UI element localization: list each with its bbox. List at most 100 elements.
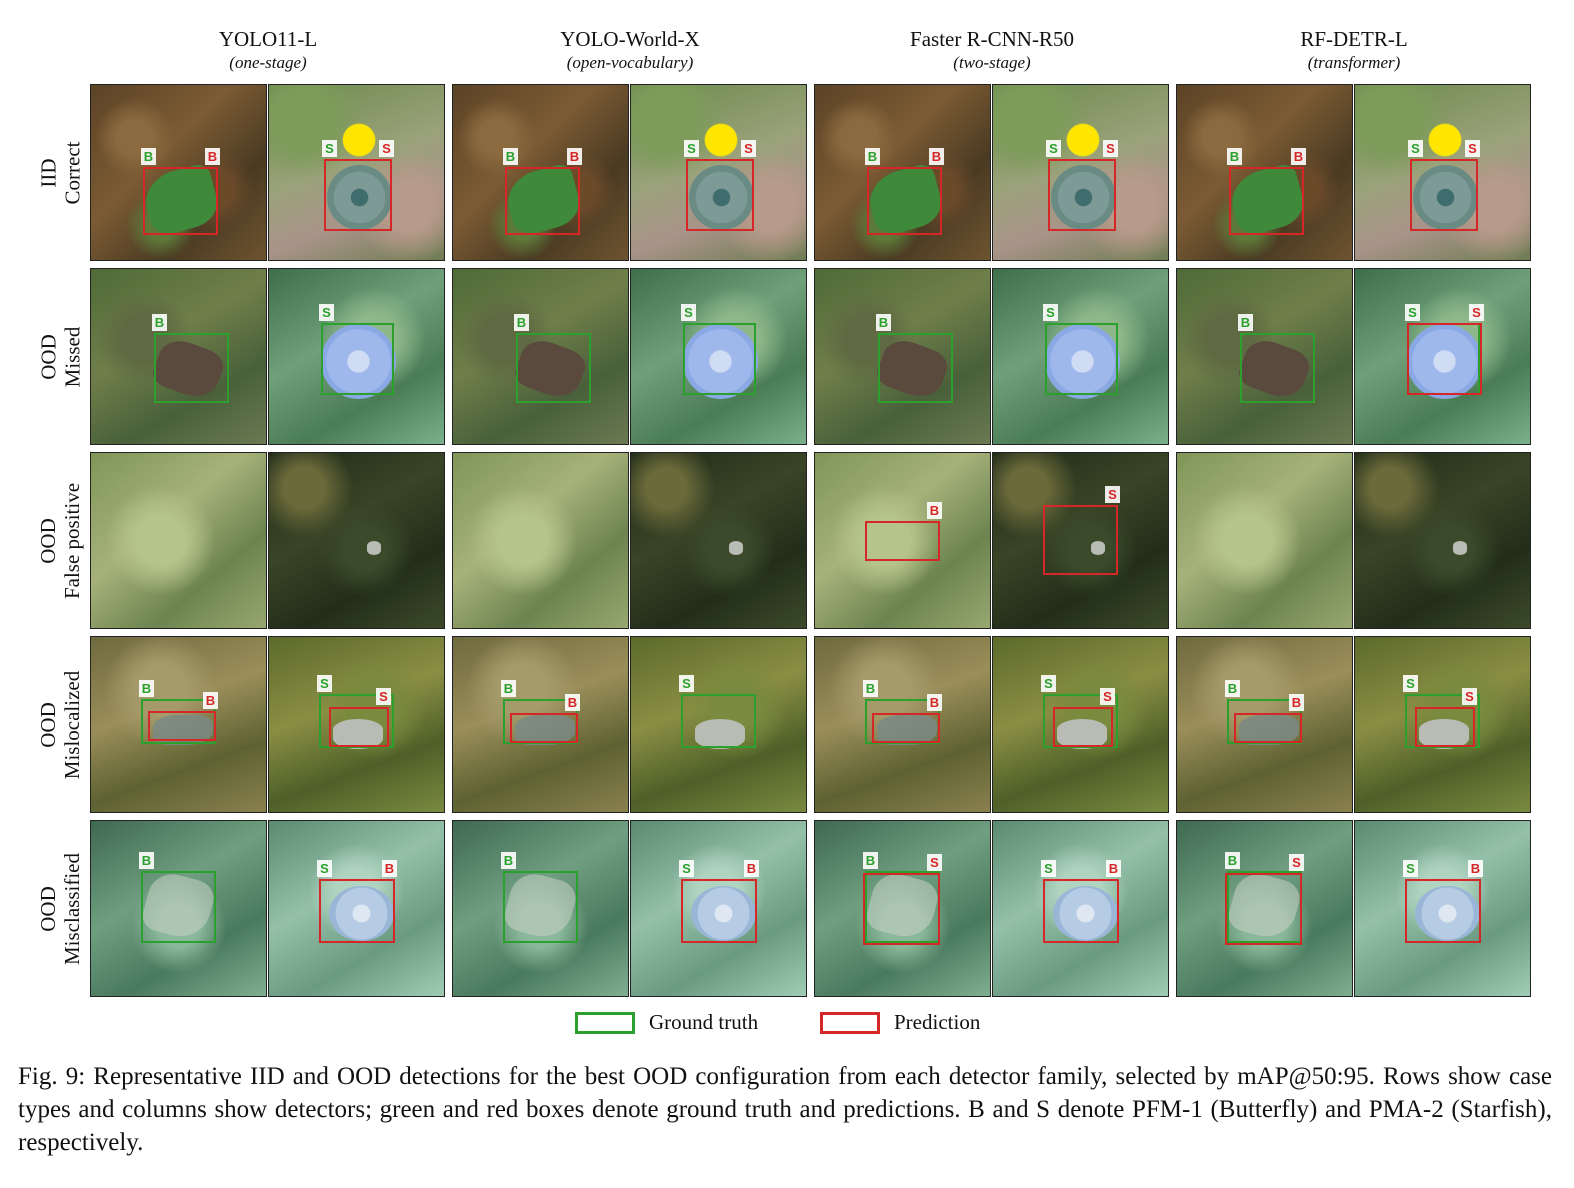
detection-image: S xyxy=(992,452,1169,629)
scene-background xyxy=(91,453,266,628)
prediction-tag: B xyxy=(567,148,582,165)
prediction-box xyxy=(1043,505,1118,575)
row-label-line: OOD xyxy=(36,885,61,932)
scene-background xyxy=(269,453,444,628)
prediction-tag: B xyxy=(1106,860,1121,877)
prediction-box xyxy=(1048,159,1116,231)
prediction-tag: B xyxy=(1291,148,1306,165)
prediction-swatch xyxy=(820,1011,880,1034)
prediction-box xyxy=(319,879,395,943)
ground-truth-box xyxy=(141,871,216,943)
prediction-box xyxy=(865,521,940,561)
prediction-tag: S xyxy=(379,140,394,157)
prediction-tag: S xyxy=(1103,140,1118,157)
scene-background xyxy=(993,453,1168,628)
prediction-box xyxy=(1405,879,1481,943)
column-subtitle: (one-stage) xyxy=(229,53,307,72)
scene-background xyxy=(1355,453,1530,628)
ground-truth-tag: B xyxy=(501,852,516,869)
row-label-line: OOD xyxy=(36,701,60,748)
prediction-tag: B xyxy=(1468,860,1483,877)
prediction-tag: B xyxy=(565,694,580,711)
column-header: YOLO11-L (one-stage) xyxy=(88,26,448,74)
landmine-object xyxy=(1051,165,1116,230)
landmine-object xyxy=(1425,120,1465,160)
landmine-object xyxy=(333,719,383,749)
ground-truth-tag: S xyxy=(317,860,332,877)
prediction-tag: B xyxy=(744,860,759,877)
ground-truth-tag: B xyxy=(139,852,154,869)
landmine-object xyxy=(1091,541,1105,555)
column-subtitle: (transformer) xyxy=(1307,53,1401,72)
landmine-object xyxy=(329,886,394,941)
ground-truth-tag: S xyxy=(317,675,332,692)
landmine-object xyxy=(695,719,745,749)
ground-truth-tag: B xyxy=(876,314,891,331)
prediction-tag: B xyxy=(927,694,942,711)
prediction-box xyxy=(681,879,757,943)
legend-item-prediction: Prediction xyxy=(820,1010,980,1035)
row-label: OOD Mislocalized xyxy=(30,636,90,813)
prediction-box xyxy=(1225,873,1302,945)
detection-image xyxy=(1176,452,1353,629)
scene-background xyxy=(1177,453,1352,628)
prediction-tag: S xyxy=(927,854,942,871)
landmine-object xyxy=(1053,886,1118,941)
ground-truth-tag: S xyxy=(679,675,694,692)
ground-truth-tag: B xyxy=(865,148,880,165)
landmine-object xyxy=(1453,541,1467,555)
prediction-box xyxy=(505,167,580,235)
prediction-box xyxy=(1043,879,1119,943)
ground-truth-tag: B xyxy=(863,852,878,869)
prediction-tag: B xyxy=(929,148,944,165)
prediction-tag: B xyxy=(203,692,218,709)
detection-image: S xyxy=(630,636,807,813)
landmine-object xyxy=(321,324,396,399)
detection-image: S xyxy=(992,268,1169,445)
ground-truth-tag: B xyxy=(141,148,156,165)
ground-truth-tag: B xyxy=(863,680,878,697)
prediction-tag: B xyxy=(205,148,220,165)
column-header: RF-DETR-L (transformer) xyxy=(1174,26,1534,74)
landmine-object xyxy=(1407,324,1482,399)
landmine-object xyxy=(1057,719,1107,749)
ground-truth-box xyxy=(503,871,578,943)
ground-truth-box xyxy=(683,323,756,395)
prediction-box xyxy=(867,167,942,235)
prediction-tag: S xyxy=(741,140,756,157)
ground-truth-tag: B xyxy=(1238,314,1253,331)
scene-background xyxy=(631,453,806,628)
detection-image: B xyxy=(814,452,991,629)
ground-truth-tag: S xyxy=(1403,860,1418,877)
column-title: YOLO-World-X xyxy=(560,27,700,51)
ground-truth-tag: B xyxy=(1227,148,1242,165)
detection-image xyxy=(268,452,445,629)
row-label-line: False positive xyxy=(60,482,85,599)
ground-truth-tag: S xyxy=(1041,675,1056,692)
landmine-object xyxy=(339,120,379,160)
ground-truth-tag: S xyxy=(684,140,699,157)
column-subtitle: (two-stage) xyxy=(953,53,1031,72)
prediction-tag: B xyxy=(382,860,397,877)
prediction-tag: S xyxy=(1462,688,1477,705)
detection-image xyxy=(90,452,267,629)
prediction-box xyxy=(148,711,216,741)
landmine-object xyxy=(515,715,575,745)
landmine-object xyxy=(1415,886,1480,941)
landmine-object xyxy=(1413,165,1478,230)
ground-truth-box xyxy=(878,333,953,403)
prediction-box xyxy=(324,159,392,231)
prediction-box xyxy=(1229,167,1304,235)
prediction-tag: S xyxy=(376,688,391,705)
